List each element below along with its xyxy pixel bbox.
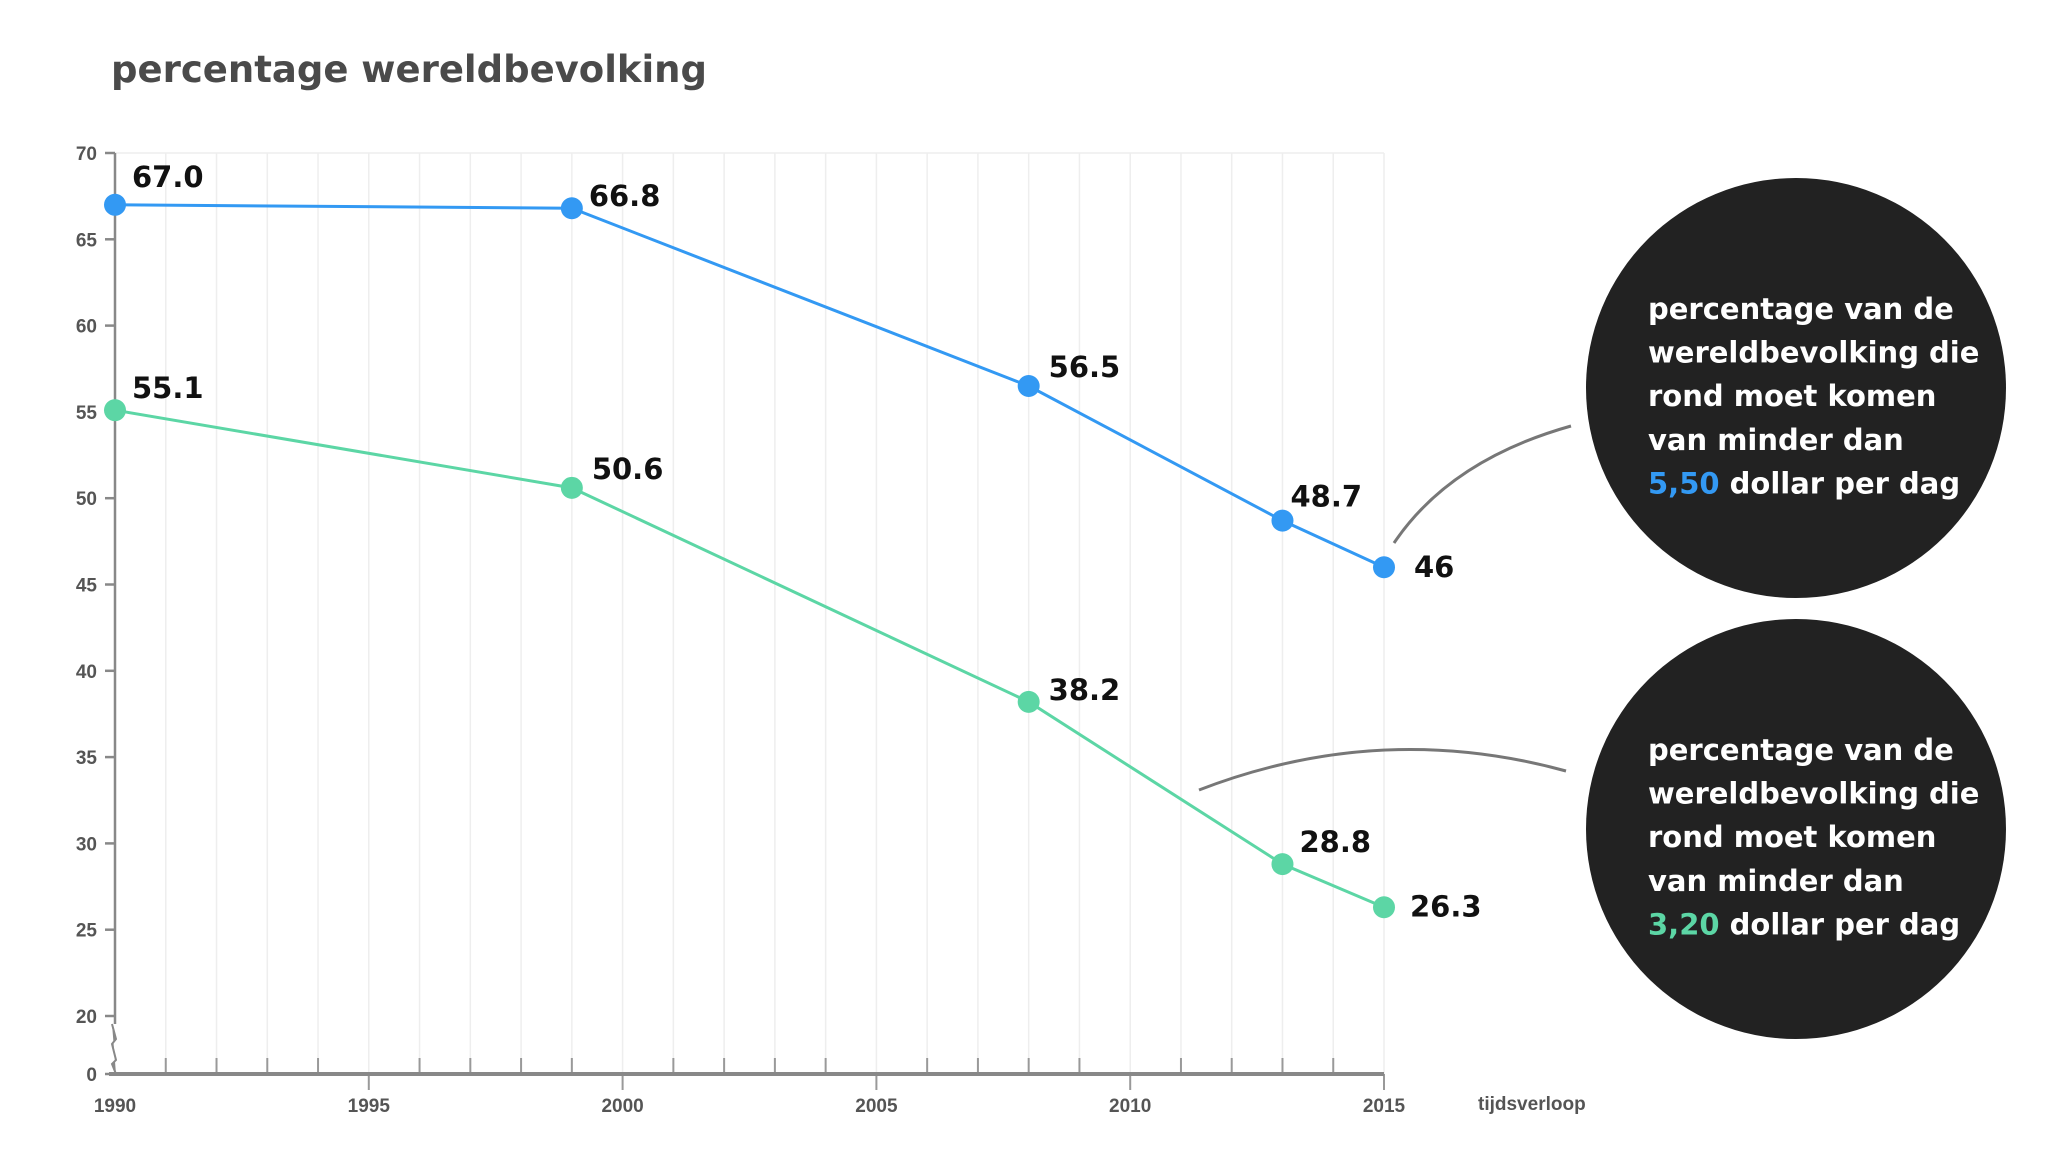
y-tick-label: 50 xyxy=(76,489,97,510)
x-axis-label: tijdsverloop xyxy=(1478,1094,1586,1115)
data-point xyxy=(560,197,583,220)
data-label: 66.8 xyxy=(589,179,661,213)
annotation-connectors xyxy=(1198,424,1572,792)
data-point xyxy=(104,399,126,422)
series-green: 55.1 50.6 38.2 28.8 26.3 xyxy=(104,371,1482,923)
data-label: 26.3 xyxy=(1410,889,1482,923)
connector-green xyxy=(1198,748,1567,792)
axes: 0 20 25 30 35 40 45 50 55 60 65 70 1990 1995 2000 2005 2… xyxy=(76,144,1406,1117)
data-point xyxy=(1271,853,1294,876)
data-point xyxy=(104,193,126,216)
data-point xyxy=(1373,896,1395,919)
annotation-bubble-green: percentage van de wereldbevolking die rond… xyxy=(1586,619,2006,1039)
connector-blue xyxy=(1392,424,1572,544)
data-point xyxy=(1017,375,1040,398)
bubble-text-line: 3,20 dollar per dag xyxy=(1648,907,1960,941)
bubble-text-line: van minder dan xyxy=(1648,864,1904,898)
y-tick-label: 40 xyxy=(76,662,97,683)
bubble-text-line: percentage van de xyxy=(1648,733,1954,767)
y-tick-label: 20 xyxy=(76,1007,97,1028)
bubble-text-rest: dollar per dag xyxy=(1720,907,1961,941)
y-tick-label: 30 xyxy=(76,834,97,855)
x-tick-label: 2010 xyxy=(1109,1096,1151,1117)
y-tick-label: 35 xyxy=(76,748,98,769)
series-line-green xyxy=(114,408,1385,909)
annotation-bubble-blue: percentage van de wereldbevolking die rond… xyxy=(1586,178,2006,598)
bubble-text-line: van minder dan xyxy=(1648,423,1904,457)
x-tick-label: 2000 xyxy=(601,1096,643,1117)
y-tick-label: 45 xyxy=(76,576,98,597)
bubble-highlight-value: 3,20 xyxy=(1648,907,1720,941)
data-point xyxy=(1017,690,1040,713)
data-label: 38.2 xyxy=(1049,673,1121,707)
data-point xyxy=(1271,509,1294,532)
y-tick-label: 60 xyxy=(76,317,97,338)
x-tick-label: 2015 xyxy=(1363,1096,1406,1117)
grid xyxy=(115,152,1385,1074)
bubble-text-line: wereldbevolking die xyxy=(1648,336,1979,370)
x-tick-label: 2005 xyxy=(855,1096,898,1117)
bubble-text-line: percentage van de xyxy=(1648,292,1954,326)
data-label: 28.8 xyxy=(1299,825,1371,859)
data-label: 55.1 xyxy=(132,371,204,405)
series-blue: 67.0 66.8 56.5 48.7 46 xyxy=(104,160,1454,584)
bubble-text-line: 5,50 dollar per dag xyxy=(1648,466,1960,500)
data-label: 46 xyxy=(1414,550,1454,584)
bubble-circle xyxy=(1586,178,2006,598)
y-tick-label: 25 xyxy=(76,921,98,942)
bubble-circle xyxy=(1586,619,2006,1039)
bubble-text-line: wereldbevolking die xyxy=(1648,777,1979,811)
y-tick-label: 0 xyxy=(86,1065,97,1086)
chart-title: percentage wereldbevolking xyxy=(111,48,707,91)
data-label: 67.0 xyxy=(132,160,204,194)
x-tick-label: 1990 xyxy=(94,1096,136,1117)
y-tick-label: 65 xyxy=(76,230,98,251)
annotation-bubbles: percentage van de wereldbevolking die rond… xyxy=(1586,178,2006,1039)
data-point xyxy=(1373,556,1395,579)
data-point xyxy=(560,476,583,499)
bubble-text-line: rond moet komen xyxy=(1648,379,1936,413)
series-group: 67.0 66.8 56.5 48.7 46 55.1 50.6 38.2 28.8 26.3 xyxy=(104,160,1482,923)
data-label: 56.5 xyxy=(1049,350,1121,384)
x-tick-label: 1995 xyxy=(348,1096,391,1117)
bubble-highlight-value: 5,50 xyxy=(1648,466,1720,500)
series-line-blue xyxy=(114,203,1385,569)
y-tick-label: 55 xyxy=(76,403,98,424)
data-label: 48.7 xyxy=(1290,480,1362,514)
bubble-text-rest: dollar per dag xyxy=(1720,466,1961,500)
bubble-text-line: rond moet komen xyxy=(1648,820,1936,854)
y-tick-label: 70 xyxy=(76,144,97,165)
axis-break-icon xyxy=(110,1023,118,1075)
data-label: 50.6 xyxy=(592,452,664,486)
